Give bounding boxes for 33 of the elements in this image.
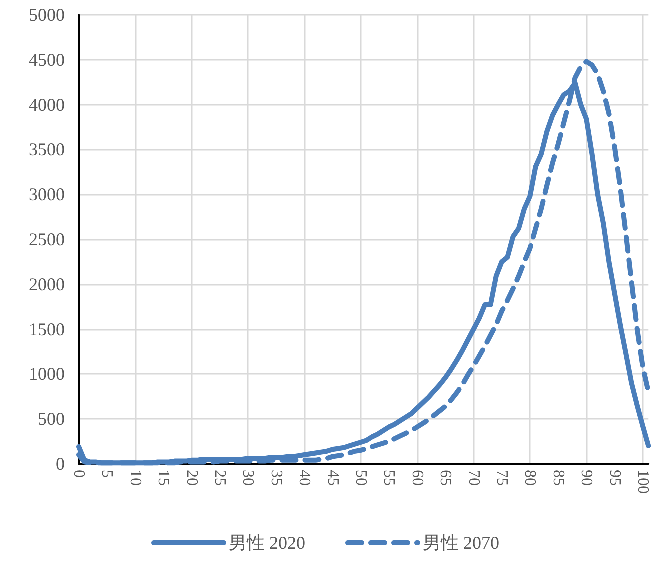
x-tick-label: 75 [494, 470, 510, 486]
y-tick-label: 500 [38, 409, 65, 430]
y-tick-label: 3500 [29, 140, 65, 160]
y-tick-label: 4500 [29, 50, 65, 70]
x-tick-label: 45 [324, 470, 342, 486]
y-tick-label: 2500 [29, 230, 65, 250]
x-tick-label: 30 [240, 470, 257, 486]
x-tick-label: 50 [352, 470, 370, 486]
x-tick-label: 95 [606, 470, 624, 486]
x-tick-label: 40 [296, 470, 314, 486]
x-tick-label: 20 [183, 470, 200, 486]
x-tick-label: 5 [98, 470, 116, 478]
x-tick-label: 55 [380, 470, 398, 486]
x-tick-label: 80 [522, 470, 539, 486]
y-tick-label: 1500 [29, 319, 65, 340]
y-tick-label: 5000 [29, 5, 65, 25]
x-tick-label: 25 [212, 470, 228, 486]
x-tick-label: 85 [550, 470, 567, 486]
legend-label: 男性 2070 [423, 533, 500, 553]
x-tick-label: 15 [155, 470, 172, 486]
y-tick-label: 2000 [29, 274, 65, 294]
legend-label: 男性 2020 [229, 533, 306, 553]
x-tick-label: 90 [578, 470, 596, 486]
y-tick-label: 4000 [29, 94, 65, 115]
y-tick-label: 1000 [29, 364, 65, 384]
x-tick-label: 35 [268, 470, 285, 486]
x-tick-label: 0 [70, 470, 88, 478]
y-tick-label: 3000 [29, 184, 65, 205]
x-tick-label: 10 [126, 470, 144, 486]
x-tick-label: 65 [437, 470, 454, 486]
x-tick-label: 100 [634, 470, 651, 494]
x-tick-label: 70 [465, 470, 482, 486]
x-tick-label: 60 [408, 470, 426, 486]
